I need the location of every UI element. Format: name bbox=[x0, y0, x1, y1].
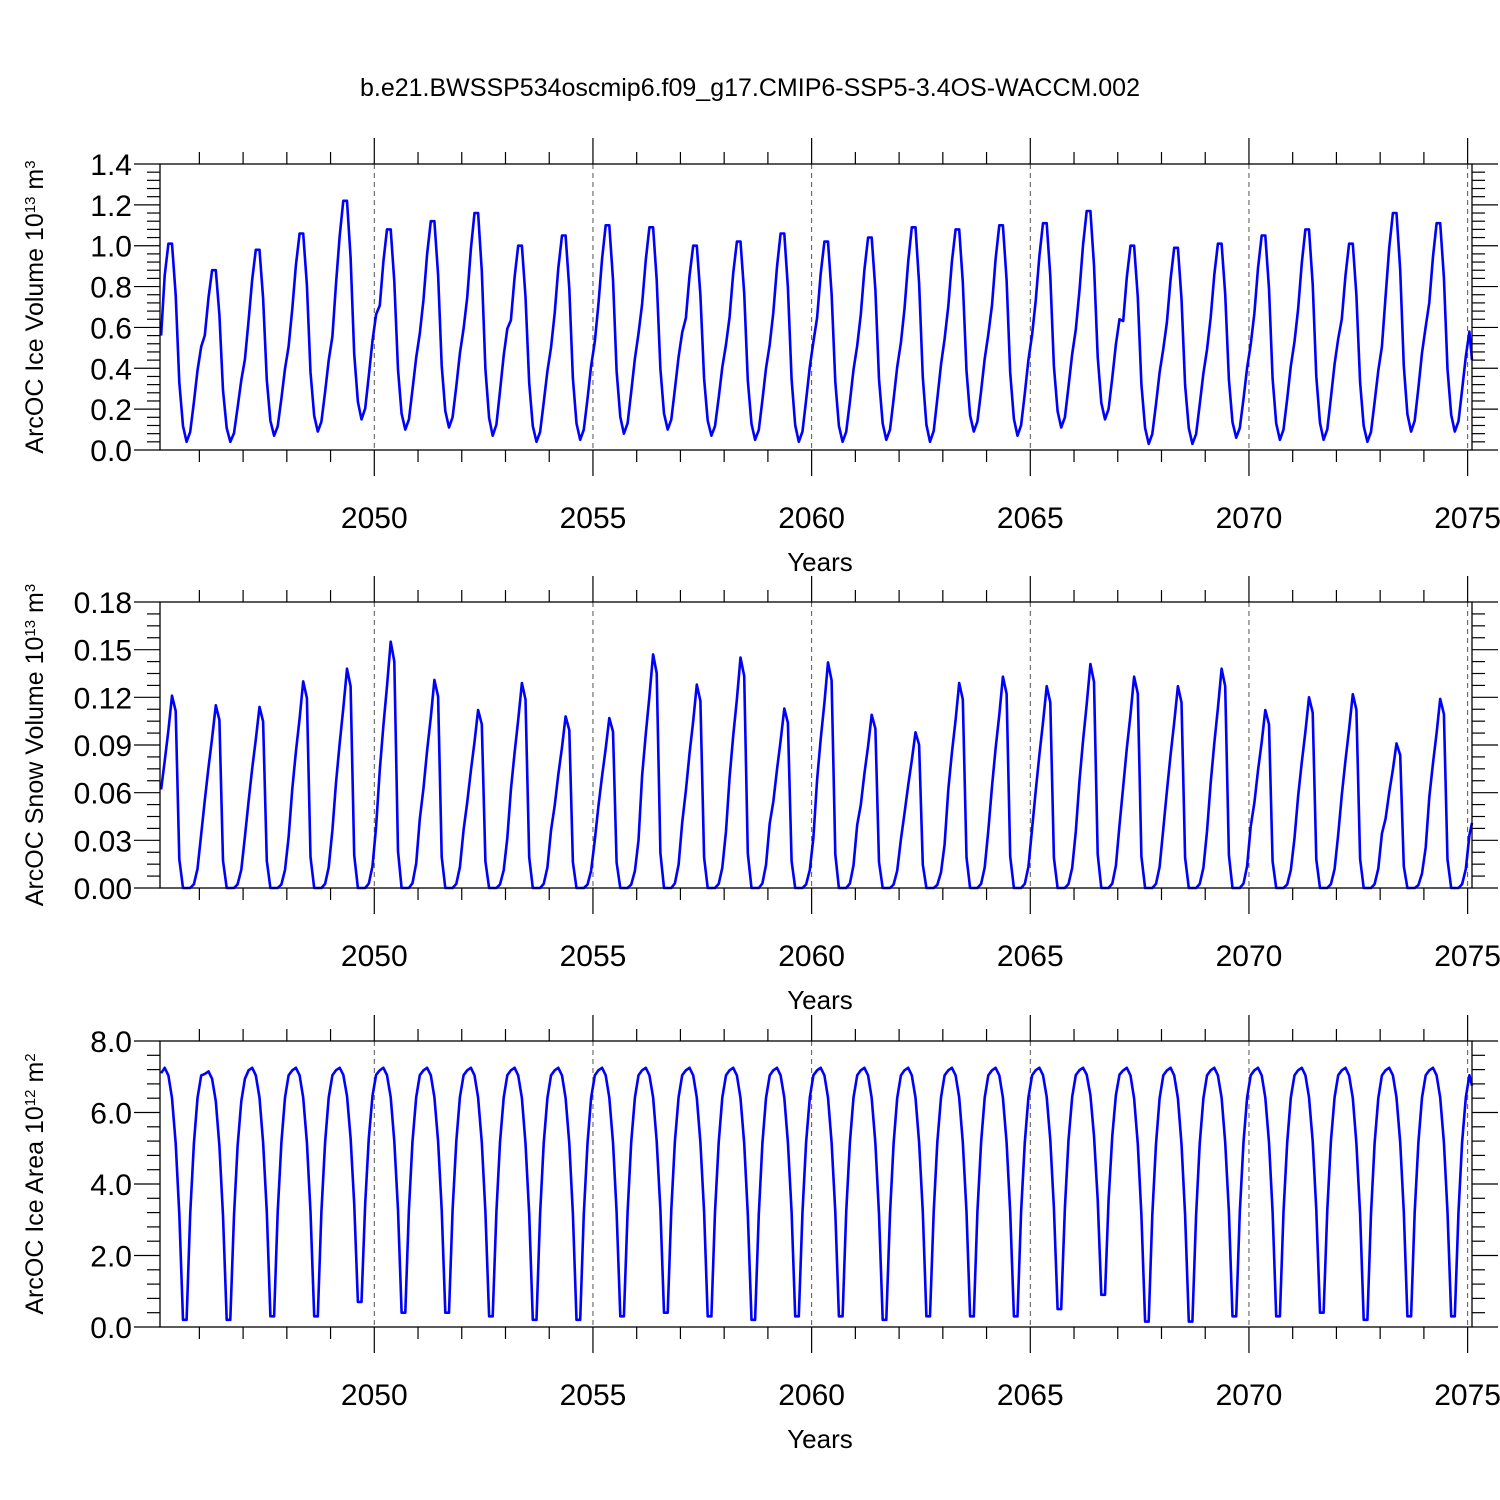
panel-ice-area-xticklabels: 2050 2055 2060 2065 2070 2075 bbox=[341, 1379, 1500, 1412]
panel-ice-volume-grid bbox=[373, 164, 1469, 450]
y-axis-label-unit-exponent: 3 bbox=[22, 160, 39, 168]
x-tick-label-2075: 2075 bbox=[1434, 502, 1500, 535]
y-tick-label: 8.0 bbox=[90, 1026, 132, 1059]
y-axis-label-exponent: 13 bbox=[22, 620, 39, 637]
y-tick-label: 0.15 bbox=[74, 635, 132, 668]
x-tick-label-2065: 2065 bbox=[997, 1379, 1064, 1412]
y-axis-label-prefix: ArcOC Ice Area 10 bbox=[21, 1106, 49, 1314]
y-tick-label: 4.0 bbox=[90, 1169, 132, 1202]
y-axis-label: ArcOC Snow Volume 1013 m3 bbox=[21, 584, 49, 906]
panel-snow-volume-yticklabels: 0.00 0.03 0.06 0.09 0.12 0.15 0.18 bbox=[74, 587, 132, 906]
panel-ice-volume-ticks bbox=[134, 138, 1498, 476]
y-tick-label: 0.06 bbox=[74, 778, 132, 811]
panel-snow-volume: 2050 2055 2060 2065 2070 2075 0.00 0.03 … bbox=[21, 576, 1500, 1015]
y-axis-label-unit: m bbox=[21, 1062, 49, 1090]
x-axis-label: Years bbox=[787, 547, 853, 577]
panel-ice-volume-frame bbox=[159, 163, 1473, 451]
y-tick-label: 1.4 bbox=[90, 149, 132, 182]
x-tick-label-2055: 2055 bbox=[560, 940, 627, 973]
y-tick-label: 2.0 bbox=[90, 1241, 132, 1274]
y-tick-label: 0.00 bbox=[74, 873, 132, 906]
x-tick-label-2070: 2070 bbox=[1216, 502, 1283, 535]
y-tick-label: 0.0 bbox=[90, 435, 132, 468]
y-tick-label: 0.8 bbox=[90, 272, 132, 305]
panel-snow-volume-series bbox=[159, 640, 1474, 890]
panel-snow-volume-ticks bbox=[134, 576, 1498, 914]
x-tick-label-2050: 2050 bbox=[341, 502, 408, 535]
x-tick-label-2065: 2065 bbox=[997, 940, 1064, 973]
y-axis-label-exponent: 12 bbox=[22, 1090, 39, 1107]
panel-ice-area-yticklabels: 0.0 2.0 4.0 6.0 8.0 bbox=[90, 1026, 132, 1345]
x-axis-label: Years bbox=[787, 1424, 853, 1454]
x-axis-label: Years bbox=[787, 985, 853, 1015]
panel-ice-volume-series bbox=[159, 199, 1474, 446]
x-tick-label-2070: 2070 bbox=[1216, 1379, 1283, 1412]
panel-ice-area-frame bbox=[159, 1040, 1473, 1328]
panel-ice-volume-yticklabels: 0.0 0.2 0.4 0.6 0.8 1.0 1.2 1.4 bbox=[90, 149, 132, 468]
y-axis-label: ArcOC Ice Area 1012 m2 bbox=[21, 1053, 49, 1314]
x-tick-label-2075: 2075 bbox=[1434, 1379, 1500, 1412]
y-tick-label: 0.6 bbox=[90, 312, 132, 345]
x-tick-label-2070: 2070 bbox=[1216, 940, 1283, 973]
series-line-ice-volume bbox=[159, 199, 1474, 446]
x-tick-label-2065: 2065 bbox=[997, 502, 1064, 535]
y-tick-label: 0.12 bbox=[74, 682, 132, 715]
y-tick-label: 0.09 bbox=[74, 730, 132, 763]
y-axis-label-unit: m bbox=[21, 592, 49, 620]
y-axis-label-unit-exponent: 3 bbox=[22, 584, 39, 592]
panel-ice-area: 2050 2055 2060 2065 2070 2075 0.0 2.0 4.… bbox=[21, 1015, 1500, 1454]
panel-snow-volume-xticklabels: 2050 2055 2060 2065 2070 2075 bbox=[341, 940, 1500, 973]
y-tick-label: 0.18 bbox=[74, 587, 132, 620]
y-tick-label: 1.2 bbox=[90, 190, 132, 223]
y-tick-label: 0.0 bbox=[90, 1312, 132, 1345]
chart-title: b.e21.BWSSP534oscmip6.f09_g17.CMIP6-SSP5… bbox=[360, 74, 1140, 102]
x-tick-label-2055: 2055 bbox=[560, 502, 627, 535]
y-tick-label: 0.4 bbox=[90, 353, 132, 386]
x-tick-label-2050: 2050 bbox=[341, 1379, 408, 1412]
x-tick-label-2055: 2055 bbox=[560, 1379, 627, 1412]
panel-snow-volume-frame bbox=[159, 601, 1473, 889]
y-tick-label: 0.03 bbox=[74, 825, 132, 858]
x-tick-label-2050: 2050 bbox=[341, 940, 408, 973]
x-tick-label-2060: 2060 bbox=[778, 1379, 845, 1412]
x-tick-label-2060: 2060 bbox=[778, 502, 845, 535]
y-axis-label-exponent: 13 bbox=[22, 197, 39, 214]
y-tick-label: 6.0 bbox=[90, 1098, 132, 1131]
series-line-snow-volume bbox=[159, 640, 1474, 890]
panel-ice-area-ticks bbox=[134, 1015, 1498, 1353]
y-tick-label: 1.0 bbox=[90, 231, 132, 264]
y-axis-label-unit-exponent: 2 bbox=[22, 1053, 39, 1061]
y-axis-label: ArcOC Ice Volume 1013 m3 bbox=[21, 160, 49, 453]
y-axis-label-prefix: ArcOC Ice Volume 10 bbox=[21, 213, 49, 453]
y-axis-label-unit: m bbox=[21, 169, 49, 197]
panel-ice-area-series bbox=[160, 1066, 1474, 1323]
series-line-ice-area bbox=[160, 1066, 1474, 1323]
panel-ice-volume: 2050 2055 2060 2065 2070 2075 0.0 0.2 0.… bbox=[21, 138, 1500, 577]
x-tick-label-2060: 2060 bbox=[778, 940, 845, 973]
x-tick-label-2075: 2075 bbox=[1434, 940, 1500, 973]
y-tick-label: 0.2 bbox=[90, 394, 132, 427]
y-axis-label-prefix: ArcOC Snow Volume 10 bbox=[21, 637, 49, 907]
panel-ice-volume-xticklabels: 2050 2055 2060 2065 2070 2075 bbox=[341, 502, 1500, 535]
